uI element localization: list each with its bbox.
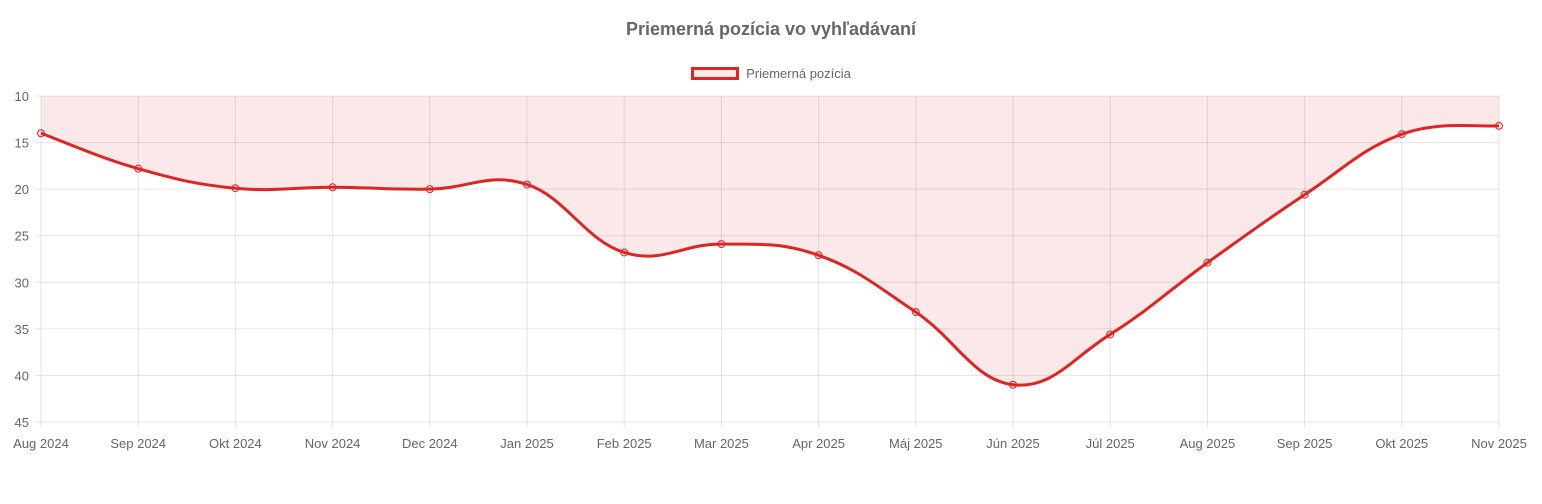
y-tick-label: 10 xyxy=(15,89,29,104)
gridlines xyxy=(35,95,1500,428)
area-fill xyxy=(41,96,1499,386)
data-points xyxy=(37,121,1503,389)
x-tick-label: Jún 2025 xyxy=(986,436,1040,451)
x-tick-label: Máj 2025 xyxy=(889,436,942,451)
data-point[interactable] xyxy=(814,251,823,260)
y-tick-label: 15 xyxy=(15,136,29,151)
data-point[interactable] xyxy=(231,184,240,193)
x-tick-label: Sep 2025 xyxy=(1277,436,1333,451)
x-tick-label: Nov 2024 xyxy=(305,436,361,451)
x-tick-label: Feb 2025 xyxy=(597,436,652,451)
x-tick-label: Nov 2025 xyxy=(1471,436,1527,451)
x-tick-label: Aug 2025 xyxy=(1180,436,1236,451)
y-tick-label: 30 xyxy=(15,275,29,290)
x-tick-label: Okt 2024 xyxy=(209,436,262,451)
x-tick-label: Apr 2025 xyxy=(792,436,845,451)
legend: Priemerná pozícia xyxy=(0,66,1542,81)
y-axis: 10 15 20 25 30 35 40 45 xyxy=(15,89,29,430)
data-point[interactable] xyxy=(523,180,531,189)
data-point[interactable] xyxy=(134,164,143,173)
data-point[interactable] xyxy=(911,308,920,317)
x-tick-label: Okt 2025 xyxy=(1375,436,1428,451)
x-tick-label: Júl 2025 xyxy=(1086,436,1135,451)
data-point[interactable] xyxy=(1203,258,1212,267)
data-point[interactable] xyxy=(425,185,434,194)
x-tick-label: Sep 2024 xyxy=(110,436,166,451)
data-point[interactable] xyxy=(717,240,726,249)
data-point[interactable] xyxy=(1106,330,1115,339)
x-tick-label: Dec 2024 xyxy=(402,436,458,451)
x-axis: Aug 2024 Sep 2024 Okt 2024 Nov 2024 Dec 2024… xyxy=(13,436,1527,451)
legend-label[interactable]: Priemerná pozícia xyxy=(746,66,851,81)
x-tick-label: Aug 2024 xyxy=(13,436,69,451)
y-tick-label: 35 xyxy=(15,322,29,337)
y-tick-label: 25 xyxy=(15,229,29,244)
legend-swatch[interactable] xyxy=(691,67,740,80)
y-tick-label: 45 xyxy=(15,415,29,430)
y-tick-label: 40 xyxy=(15,368,29,383)
data-point[interactable] xyxy=(1009,380,1017,389)
x-tick-label: Jan 2025 xyxy=(500,436,554,451)
y-tick-label: 20 xyxy=(15,182,29,197)
chart-title: Priemerná pozícia vo vyhľadávaní xyxy=(625,19,917,39)
data-point[interactable] xyxy=(1397,130,1406,139)
data-point[interactable] xyxy=(620,248,629,257)
data-point[interactable] xyxy=(1300,190,1309,199)
data-point[interactable] xyxy=(1495,121,1503,130)
x-tick-label: Mar 2025 xyxy=(694,436,749,451)
data-point[interactable] xyxy=(37,129,45,138)
data-line xyxy=(40,123,1500,387)
data-point[interactable] xyxy=(328,183,337,192)
